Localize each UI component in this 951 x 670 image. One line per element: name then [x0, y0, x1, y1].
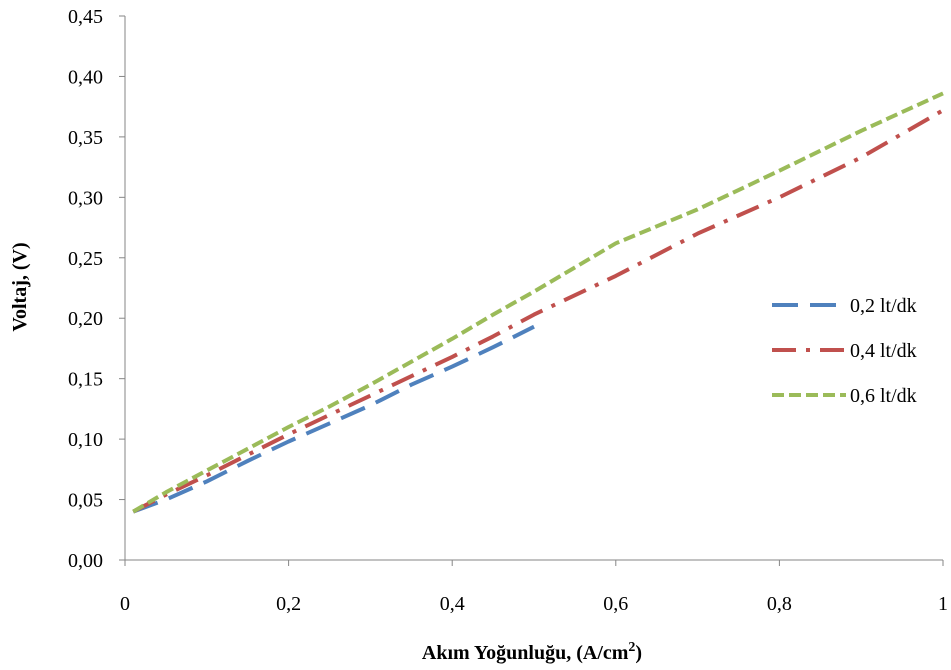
x-tick-label: 0,4 [440, 593, 465, 615]
x-axis-title-sup: 2 [628, 640, 635, 655]
series-line-1 [132, 324, 535, 514]
y-axis-title: Voltaj, (V) [9, 242, 31, 331]
y-tick-label: 0,45 [68, 6, 103, 28]
legend-label-2: 0,4 lt/dk [850, 340, 917, 362]
y-tick-label: 0,20 [68, 308, 103, 330]
x-axis-title-suffix: ) [635, 642, 642, 664]
x-tick-label: 0,6 [603, 593, 628, 615]
x-tick-label: 1 [938, 593, 948, 615]
legend-label-1: 0,2 lt/dk [850, 295, 917, 317]
x-axis-ticks: 0 0,2 0,4 0,6 0,8 1 [120, 560, 948, 615]
y-tick-label: 0,05 [68, 490, 103, 512]
series-line-3 [132, 91, 944, 514]
y-tick-label: 0,00 [68, 550, 103, 572]
legend: 0,2 lt/dk 0,4 lt/dk 0,6 lt/dk [772, 295, 917, 407]
x-tick-label: 0,8 [767, 593, 792, 615]
series-line-2 [132, 108, 944, 514]
x-tick-label: 0,2 [276, 593, 301, 615]
plot-area [132, 91, 944, 514]
x-tick-label: 0 [120, 593, 130, 615]
y-axis-ticks: 0,00 0,05 0,10 0,15 0,20 0,25 0,30 0,35 0,40 0,45 [68, 6, 125, 572]
y-tick-label: 0,15 [68, 369, 103, 391]
chart-axes [124, 16, 943, 561]
y-tick-label: 0,40 [68, 66, 103, 88]
x-axis-title-main: Akım Yoğunluğu, (A/cm [422, 642, 629, 664]
y-tick-label: 0,25 [68, 248, 103, 270]
y-tick-label: 0,30 [68, 187, 103, 209]
x-axis-title: Akım Yoğunluğu, (A/cm2) [422, 640, 642, 664]
y-tick-label: 0,10 [68, 429, 103, 451]
legend-label-3: 0,6 lt/dk [850, 385, 917, 407]
y-tick-label: 0,35 [68, 127, 103, 149]
